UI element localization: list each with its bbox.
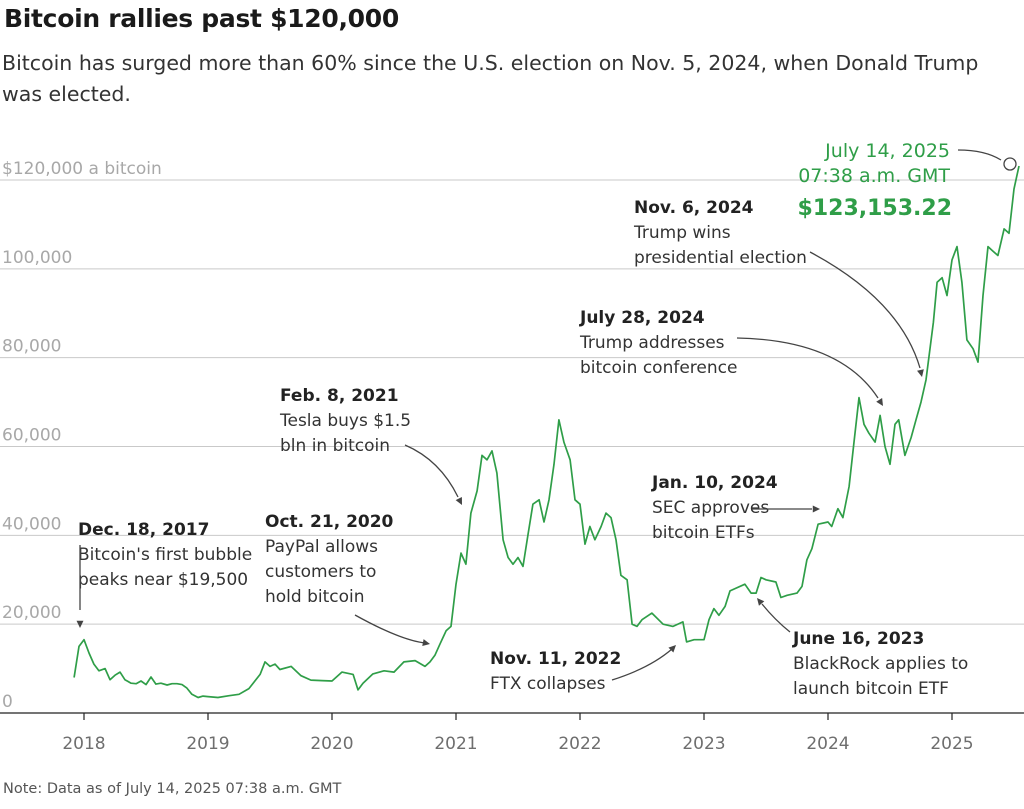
- annotation-text: presidential election: [634, 248, 807, 268]
- x-tick-label: 2019: [186, 734, 229, 754]
- annotation-date: Nov. 6, 2024: [634, 198, 754, 218]
- annotation-arrow: [354, 614, 426, 644]
- chart-subtitle: Bitcoin has surged more than 60% since t…: [2, 51, 979, 106]
- annotation-date: Nov. 11, 2022: [490, 649, 621, 669]
- x-tick-label: 2018: [62, 734, 105, 754]
- annotation-text: hold bitcoin: [265, 587, 365, 607]
- arrow-head: [455, 497, 462, 505]
- latest-price: $123,153.22: [798, 196, 952, 221]
- annotation-text: Trump wins: [633, 223, 731, 243]
- y-tick-label: $120,000 a bitcoin: [2, 159, 162, 179]
- annotation: Dec. 18, 2017 Bitcoin's first bubble peaks…: [76, 520, 252, 628]
- annotation-arrow: [611, 648, 673, 681]
- x-tick-label: 2025: [930, 734, 973, 754]
- annotation-date: Dec. 18, 2017: [78, 520, 209, 540]
- x-tick-label: 2022: [558, 734, 601, 754]
- y-tick-label: 80,000: [2, 337, 61, 357]
- latest-price-callout: July 14, 2025 07:38 a.m. GMT $123,153.22: [798, 140, 1017, 221]
- annotation-text: Tesla buys $1.5: [279, 411, 411, 431]
- annotation-text: SEC approves: [652, 498, 769, 518]
- annotation-arrow: [761, 603, 791, 633]
- annotation: Nov. 11, 2022 FTX collapses: [490, 645, 676, 694]
- annotation-text: customers to: [265, 562, 376, 582]
- annotation-date: Oct. 21, 2020: [265, 512, 394, 532]
- x-tick-label: 2021: [434, 734, 477, 754]
- annotation: Oct. 21, 2020 PayPal allows customers to ho…: [265, 512, 430, 646]
- annotation-text: PayPal allows: [265, 537, 378, 557]
- annotation-text: Bitcoin's first bubble: [78, 545, 252, 565]
- latest-point-marker: [1003, 157, 1017, 171]
- annotations: Dec. 18, 2017 Bitcoin's first bubble peaks…: [76, 198, 968, 699]
- annotation-text: peaks near $19,500: [78, 570, 248, 590]
- price-series: [73, 165, 1020, 699]
- latest-time: 07:38 a.m. GMT: [798, 165, 950, 187]
- annotation-arrow: [809, 251, 921, 369]
- arrow-head: [917, 369, 924, 377]
- annotation-date: July 28, 2024: [579, 308, 705, 328]
- arrow-head: [668, 645, 676, 653]
- arrow-head: [76, 620, 84, 628]
- bitcoin-price-line: [73, 165, 1020, 699]
- annotation-date: Feb. 8, 2021: [280, 386, 399, 406]
- y-axis-labels: 0 20,000 40,000 60,000 80,000 100,000 $120,000…: [2, 159, 162, 712]
- arrow-head: [876, 398, 883, 406]
- annotation-text: BlackRock applies to: [793, 654, 968, 674]
- annotation-arrow: [404, 444, 459, 498]
- annotation: Nov. 6, 2024 Trump wins presidential elect…: [633, 198, 924, 377]
- latest-arrow: [957, 149, 1002, 161]
- y-tick-label: 100,000: [2, 248, 72, 268]
- annotation: June 16, 2023 BlackRock applies to launch …: [757, 598, 968, 699]
- annotation: Jan. 10, 2024 SEC approves bitcoin ETFs: [651, 473, 820, 543]
- gridlines: [0, 179, 1024, 625]
- arrow-head: [812, 505, 820, 513]
- x-tick-label: 2023: [682, 734, 725, 754]
- x-axis: 2018 2019 2020 2021 2022 2023 2024 2025: [0, 712, 1024, 754]
- annotation-text: bitcoin ETFs: [652, 523, 755, 543]
- chart-title: Bitcoin rallies past $120,000: [4, 4, 399, 33]
- annotation-text: bitcoin conference: [580, 358, 737, 378]
- arrow-head: [422, 639, 430, 646]
- annotation-text: launch bitcoin ETF: [793, 679, 949, 699]
- annotation-arrow: [736, 337, 879, 399]
- annotation-date: Jan. 10, 2024: [651, 473, 778, 493]
- annotation-text: bln in bitcoin: [280, 436, 390, 456]
- latest-date: July 14, 2025: [824, 140, 950, 162]
- y-tick-label: 0: [2, 692, 13, 712]
- y-tick-label: 60,000: [2, 426, 61, 446]
- annotation: Feb. 8, 2021 Tesla buys $1.5 bln in bitcoi…: [279, 386, 462, 505]
- annotation: July 28, 2024 Trump addresses bitcoin conf…: [579, 308, 883, 406]
- annotation-date: June 16, 2023: [792, 629, 924, 649]
- x-tick-label: 2020: [310, 734, 353, 754]
- y-tick-label: 40,000: [2, 514, 61, 534]
- footnote: Note: Data as of July 14, 2025 07:38 a.m…: [3, 781, 342, 797]
- x-tick-label: 2024: [806, 734, 849, 754]
- arrow-head: [757, 598, 765, 606]
- annotation-text: Trump addresses: [579, 333, 725, 353]
- y-tick-label: 20,000: [2, 603, 61, 623]
- annotation-text: FTX collapses: [490, 674, 606, 694]
